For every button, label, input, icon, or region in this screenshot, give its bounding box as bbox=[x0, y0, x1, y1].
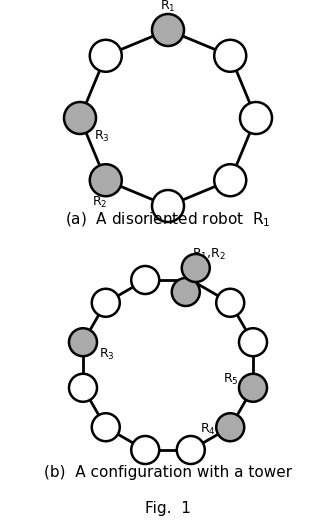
Circle shape bbox=[239, 328, 267, 356]
Circle shape bbox=[177, 436, 205, 464]
Circle shape bbox=[152, 14, 184, 46]
Circle shape bbox=[182, 254, 210, 282]
Circle shape bbox=[239, 374, 267, 402]
Text: (a)  A disoriented robot  R$_1$: (a) A disoriented robot R$_1$ bbox=[65, 211, 271, 229]
Circle shape bbox=[216, 413, 244, 441]
Circle shape bbox=[64, 102, 96, 134]
Circle shape bbox=[131, 436, 159, 464]
Circle shape bbox=[92, 413, 120, 441]
Text: R$_3$: R$_3$ bbox=[94, 128, 110, 144]
Text: R$_5$: R$_5$ bbox=[223, 372, 239, 387]
Text: (b)  A configuration with a tower: (b) A configuration with a tower bbox=[44, 465, 292, 480]
Circle shape bbox=[214, 164, 246, 196]
Circle shape bbox=[214, 40, 246, 72]
Text: Fig.  1: Fig. 1 bbox=[145, 501, 191, 516]
Circle shape bbox=[216, 289, 244, 317]
Circle shape bbox=[92, 289, 120, 317]
Circle shape bbox=[90, 40, 122, 72]
Circle shape bbox=[131, 266, 159, 294]
Text: R$_1$,R$_2$: R$_1$,R$_2$ bbox=[192, 246, 226, 262]
Text: R$_1$: R$_1$ bbox=[160, 0, 176, 14]
Circle shape bbox=[69, 328, 97, 356]
Text: R$_2$: R$_2$ bbox=[92, 195, 108, 210]
Circle shape bbox=[69, 374, 97, 402]
Text: R$_4$: R$_4$ bbox=[200, 422, 216, 437]
Text: R$_3$: R$_3$ bbox=[99, 347, 115, 362]
Circle shape bbox=[240, 102, 272, 134]
Circle shape bbox=[172, 278, 200, 306]
Circle shape bbox=[90, 164, 122, 196]
Circle shape bbox=[152, 190, 184, 222]
